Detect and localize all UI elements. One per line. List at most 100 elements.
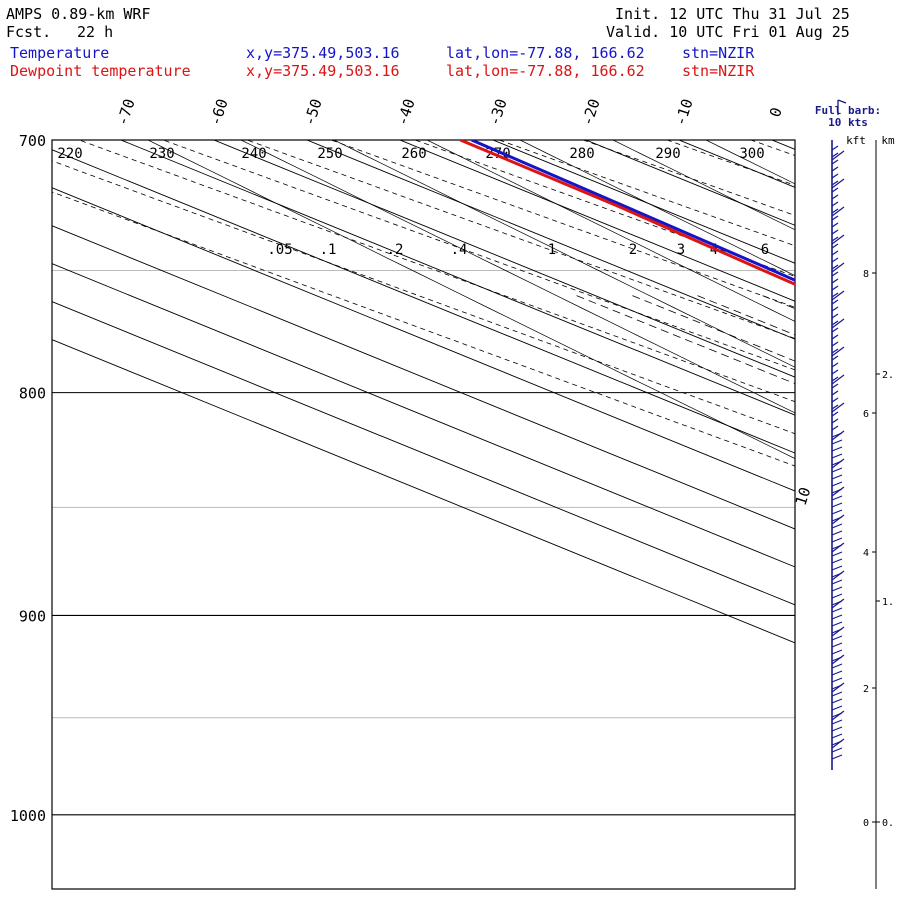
pressure-tick-label: 1000 [10,807,46,825]
wind-barb [831,565,843,571]
wind-barb-feather [831,402,845,413]
wind-barb [831,173,839,179]
plot-frame [51,139,796,890]
wind-barb-feather [831,206,845,217]
mixing-ratio-line [632,295,795,362]
wind-barb [831,481,843,487]
wind-barb [831,642,843,648]
wind-barb [831,474,843,480]
forecast-hour: 22 h [77,23,114,41]
wind-barb-feather [831,178,845,189]
wind-barb [831,334,839,340]
wind-barb [831,523,843,529]
model-title: AMPS 0.89-km WRF [6,5,151,23]
dry-adiabat-label: 290 [655,146,680,162]
wind-barb [831,355,839,361]
wind-barb [831,320,839,326]
dry-adiabat-line [841,113,900,900]
wind-barb-feather [831,654,845,665]
wind-barb [831,698,843,704]
kft-tick-label: 4 [863,548,869,559]
wind-barb [831,271,839,277]
dry-adiabat-line [758,113,900,900]
dry-adiabat-line [52,191,795,467]
wind-barb [831,754,843,760]
wind-barb-feather [831,682,845,693]
temperature-latlon: lat,lon=-77.88, 166.62 [446,44,645,62]
isotherm-line [212,140,795,378]
wind-barb-feather [831,346,845,357]
dry-adiabat-label: 230 [149,146,174,162]
wind-barb [831,537,843,543]
wind-barb [831,341,839,347]
moist-adiabat-line [240,140,795,414]
wind-barb [831,579,843,585]
dry-adiabat-line [666,140,795,186]
isotherm-line [398,140,795,302]
km-tick-label: 0. [882,818,894,829]
wind-barb [831,369,839,375]
mixing-ratio-line [846,296,900,889]
isotherm-line [798,113,900,900]
dewpoint-station: stn=NZIR [682,62,755,80]
wind-barb [831,404,839,410]
dewpoint-legend-label: Dewpoint temperature [10,62,191,80]
wind-barb-feather [831,430,845,441]
km-tick-label: 1. [882,597,894,608]
dewpoint-xy: x,y=375.49,503.16 [246,62,400,80]
isotherm-line [52,301,795,606]
dry-adiabat-line [78,140,795,403]
wind-barb-feather [831,710,845,721]
wind-barb [831,530,843,536]
wind-barb [831,446,843,452]
moist-adiabat-line [333,140,795,368]
wind-barb [831,215,839,221]
wind-panel-subtitle: 10 kts [828,116,868,129]
mixing-ratio-label: .2 [387,242,404,258]
dry-adiabat-line [246,140,795,339]
isotherm-tick-label: -30 [485,97,510,128]
wind-barb [831,719,843,725]
wind-barb-feather [831,150,845,161]
mixing-ratio-label: 1 [548,242,556,258]
wind-barb [831,383,839,389]
init-time: Init. 12 UTC Thu 31 Jul 25 [615,5,850,23]
wind-barb [831,558,843,564]
mixing-ratio-label: 3 [677,242,685,258]
isotherm-line [52,187,795,492]
mixing-ratio-label: .05 [267,242,292,258]
wind-barb [831,257,839,263]
wind-barb [831,285,839,291]
wind-barb [831,509,843,515]
wind-barb [831,299,839,305]
mixing-ratio-label: 6 [761,242,769,258]
isotherm-tick-label: -70 [113,97,138,128]
isotherm-line [677,140,795,188]
wind-barb [831,733,843,739]
dry-adiabat-line [582,140,795,216]
wind-barb [831,677,843,683]
moist-adiabat-line [147,140,795,459]
temperature-station: stn=NZIR [682,44,755,62]
wind-barb [831,362,839,368]
kft-axis-label: kft [846,134,866,147]
wind-barb [831,551,843,557]
isotherm-line [119,140,795,416]
wind-barb-feather [831,598,845,609]
temperature-xy: x,y=375.49,503.16 [246,44,400,62]
kft-tick-label: 2 [863,684,869,695]
valid-time: Valid. 10 UTC Fri 01 Aug 25 [606,23,850,41]
moist-adiabat-line [705,140,795,185]
mixing-ratio-label: .4 [451,242,468,258]
dry-adiabat-label: 220 [57,146,82,162]
wind-barb [831,327,839,333]
isotherm-line [584,140,795,226]
wind-barb [831,747,843,753]
temperature-legend-label: Temperature [10,44,110,62]
isotherm-line [305,140,795,340]
wind-barb-feather [831,570,845,581]
wind-barb [831,264,839,270]
dry-adiabat-line [162,140,795,371]
wind-barb [831,635,843,641]
wind-barb-feather [831,738,845,749]
